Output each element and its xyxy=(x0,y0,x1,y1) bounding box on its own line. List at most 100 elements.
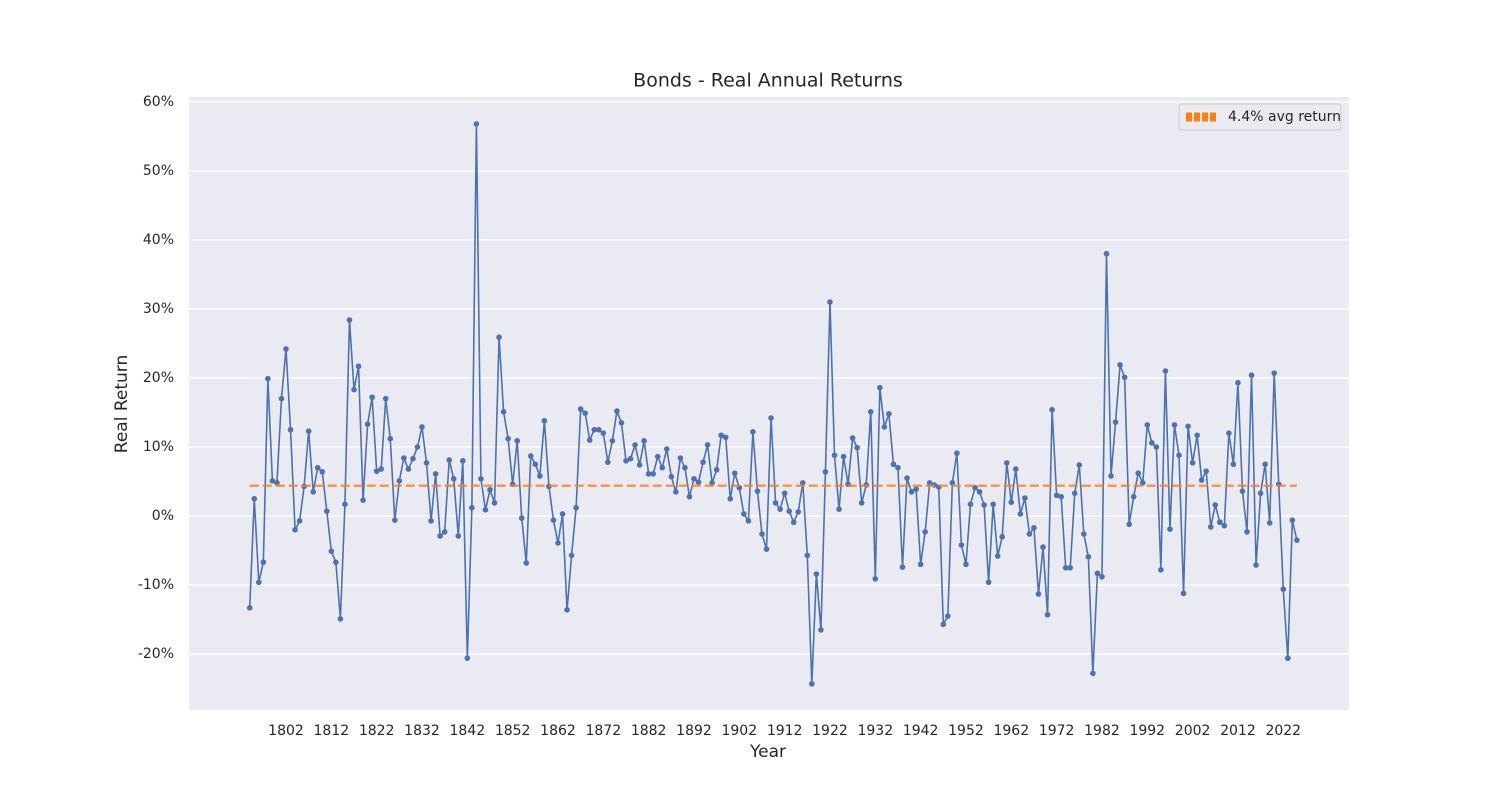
data-point xyxy=(446,457,452,463)
data-point xyxy=(287,426,294,433)
data-point xyxy=(872,576,879,582)
data-point xyxy=(813,571,820,577)
data-point xyxy=(555,540,561,546)
data-point xyxy=(877,384,883,391)
data-point xyxy=(940,621,947,628)
data-point xyxy=(1008,499,1015,506)
data-point xyxy=(1144,422,1151,428)
data-point xyxy=(1094,570,1101,577)
data-point xyxy=(1294,537,1300,543)
data-point xyxy=(682,464,688,471)
data-point xyxy=(663,446,670,452)
data-point xyxy=(346,317,353,323)
data-point xyxy=(605,459,611,465)
data-point xyxy=(1121,374,1128,381)
data-point xyxy=(355,363,362,370)
x-tick-label: 1842 xyxy=(450,723,486,739)
data-point xyxy=(455,533,462,539)
data-point xyxy=(741,511,747,517)
data-point xyxy=(274,480,280,486)
data-point xyxy=(1212,502,1219,508)
data-point xyxy=(582,410,588,416)
y-tick-label: 10% xyxy=(143,439,174,455)
data-point xyxy=(641,437,647,444)
data-point xyxy=(1031,524,1037,531)
data-point xyxy=(704,442,711,448)
data-point xyxy=(1022,495,1028,501)
data-point xyxy=(269,478,276,484)
data-point xyxy=(1207,524,1214,530)
data-point xyxy=(799,480,806,486)
data-point xyxy=(867,408,874,415)
x-tick-label: 1892 xyxy=(676,723,712,739)
data-point xyxy=(700,459,706,465)
data-point xyxy=(627,455,634,462)
data-point xyxy=(256,579,262,586)
data-point xyxy=(904,475,910,481)
data-point xyxy=(1017,511,1024,517)
data-point xyxy=(795,509,802,515)
data-point xyxy=(836,506,842,512)
x-tick-label: 1942 xyxy=(903,723,939,739)
data-point xyxy=(459,457,466,464)
data-point xyxy=(1130,493,1137,500)
data-point xyxy=(1162,368,1169,374)
data-point xyxy=(1090,670,1096,677)
data-point xyxy=(777,506,783,512)
y-axis-label: Real Return xyxy=(112,355,132,453)
x-tick-label: 1862 xyxy=(540,723,576,739)
x-tick-label: 1932 xyxy=(857,723,893,739)
data-point xyxy=(818,627,824,633)
data-point xyxy=(713,466,720,473)
data-point xyxy=(487,486,493,493)
data-point xyxy=(1235,379,1241,386)
data-point xyxy=(1099,573,1105,580)
data-point xyxy=(364,421,371,428)
data-point xyxy=(260,559,267,566)
data-point xyxy=(360,497,366,503)
data-point xyxy=(709,480,715,486)
data-point xyxy=(745,518,752,524)
data-point xyxy=(1035,591,1042,597)
data-point xyxy=(990,501,996,508)
data-point xyxy=(650,471,656,477)
data-point xyxy=(1221,522,1228,529)
data-point xyxy=(251,495,258,502)
data-point xyxy=(491,500,498,506)
data-point xyxy=(559,511,566,517)
data-point xyxy=(786,508,792,514)
data-point xyxy=(804,552,811,559)
x-tick-label: 2012 xyxy=(1220,723,1256,739)
data-point xyxy=(387,435,394,442)
data-point xyxy=(1044,611,1051,618)
data-point xyxy=(1217,519,1223,526)
data-point xyxy=(1185,423,1191,430)
data-point xyxy=(1058,493,1064,500)
data-point xyxy=(450,475,457,482)
data-point xyxy=(482,507,489,513)
data-point xyxy=(328,548,335,555)
data-point xyxy=(373,468,380,474)
x-tick-label: 1962 xyxy=(993,723,1029,739)
data-point xyxy=(478,475,484,482)
y-tick-label: -20% xyxy=(138,646,174,662)
x-tick-label: 1952 xyxy=(948,723,984,739)
data-point xyxy=(437,533,443,539)
data-point xyxy=(677,455,684,461)
data-point xyxy=(908,489,915,495)
y-tick-label: -10% xyxy=(138,577,174,593)
y-tick-label: 30% xyxy=(143,301,174,317)
data-point xyxy=(1271,370,1278,376)
data-point xyxy=(568,552,575,559)
x-tick-label: 1922 xyxy=(812,723,848,739)
data-point xyxy=(1239,488,1246,494)
data-point xyxy=(564,607,570,613)
data-point xyxy=(523,560,530,566)
data-point xyxy=(1248,372,1255,378)
data-point xyxy=(1040,544,1046,550)
data-point xyxy=(750,429,756,435)
legend-label: 4.4% avg return xyxy=(1228,109,1341,125)
data-point xyxy=(976,489,983,495)
data-point xyxy=(945,613,951,619)
